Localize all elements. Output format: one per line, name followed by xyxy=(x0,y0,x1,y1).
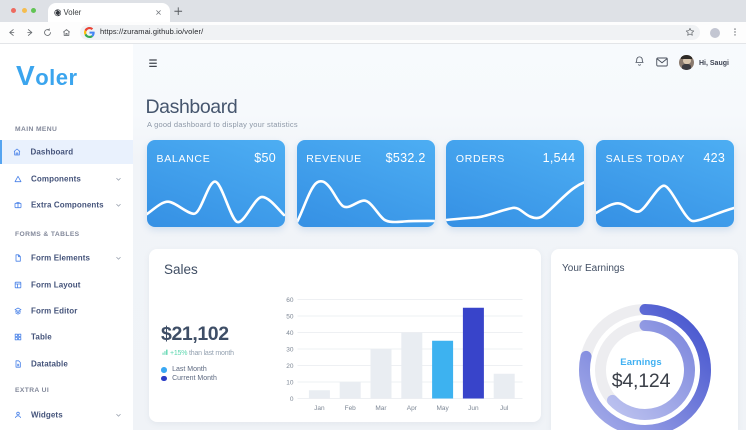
svg-text:May: May xyxy=(436,405,449,412)
svg-text:Apr: Apr xyxy=(407,405,418,412)
svg-text:20: 20 xyxy=(286,363,294,370)
svg-text:Mar: Mar xyxy=(375,405,387,412)
svg-text:30: 30 xyxy=(286,347,294,354)
svg-text:Jul: Jul xyxy=(500,405,509,412)
svg-text:60: 60 xyxy=(286,297,294,304)
svg-text:Feb: Feb xyxy=(345,405,357,412)
svg-text:10: 10 xyxy=(286,380,294,387)
svg-text:50: 50 xyxy=(286,314,294,321)
svg-text:Jan: Jan xyxy=(314,405,325,412)
svg-text:Jun: Jun xyxy=(468,405,479,412)
svg-text:0: 0 xyxy=(290,396,294,403)
svg-text:40: 40 xyxy=(286,330,294,337)
